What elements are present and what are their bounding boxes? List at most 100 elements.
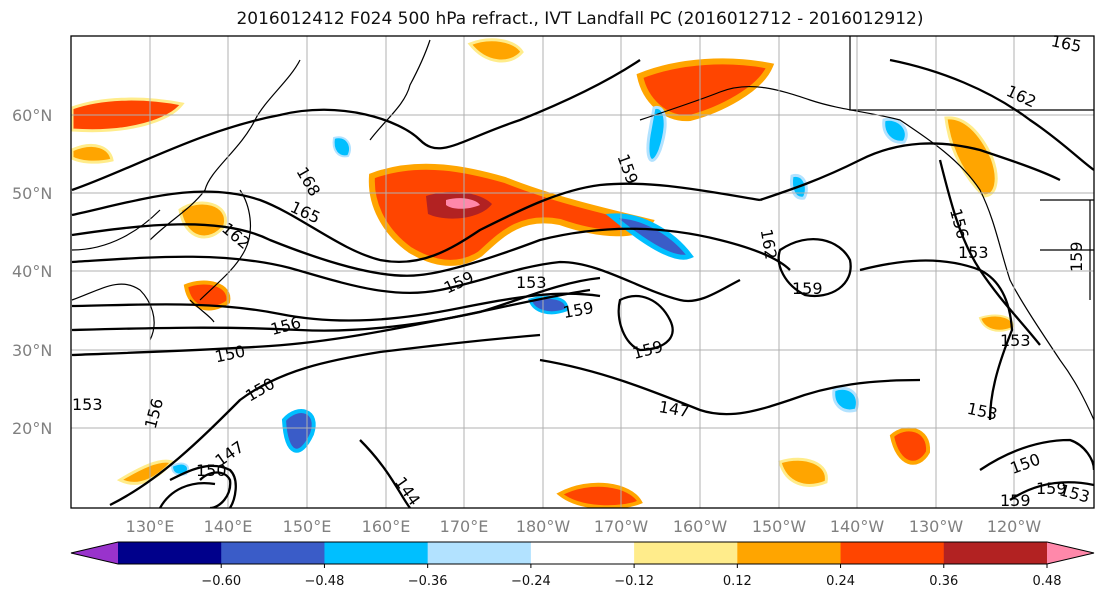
lon-label: 150°E — [283, 517, 332, 536]
lon-label: 140°E — [204, 517, 253, 536]
lon-label: 130°W — [909, 517, 964, 536]
contour-label: 153 — [965, 399, 999, 424]
coastlines — [71, 36, 1094, 421]
contour-label: 162 — [1003, 81, 1039, 111]
colorbar-tick-label: 0.24 — [826, 574, 855, 589]
colorbar-tick-label: −0.24 — [511, 574, 551, 589]
colorbar-swatch — [737, 542, 842, 564]
contour-label: 159 — [792, 279, 823, 298]
colorbar-swatch — [221, 542, 325, 564]
shade-neg-7 — [332, 136, 352, 158]
na-borders — [849, 36, 1094, 300]
colorbar-ticks: −0.60 −0.48 −0.36 −0.24 −0.12 0.12 0.24 0.36 0.4… — [201, 564, 1062, 589]
latitude-labels: 60°N 50°N 40°N 30°N 20°N — [12, 106, 52, 438]
contour-label: 159 — [1036, 479, 1067, 498]
lon-label: 130°E — [126, 517, 175, 536]
lon-label: 160°W — [673, 517, 728, 536]
colorbar-tick-label: 0.48 — [1033, 574, 1062, 589]
colorbar: −0.60 −0.48 −0.36 −0.24 −0.12 0.12 0.24 0.36 0.4… — [70, 541, 1095, 589]
shade-tropic-west — [116, 459, 175, 485]
shade-japan-1 — [178, 201, 227, 239]
contour-162b — [759, 142, 1061, 202]
shade-main-peak — [446, 198, 480, 209]
shade-south-1 — [556, 482, 643, 508]
contour-label: 159 — [562, 298, 595, 322]
lat-label: 20°N — [12, 419, 52, 438]
lat-label: 30°N — [12, 341, 52, 360]
lon-label: 150°W — [752, 517, 807, 536]
lat-label: 50°N — [12, 184, 52, 203]
contour-label: 156 — [269, 313, 303, 339]
contour-label: 147 — [657, 397, 690, 421]
map-title: 2016012412 F024 500 hPa refract., IVT La… — [236, 9, 924, 29]
shade-neg-jet — [605, 213, 694, 260]
contour-label: 156 — [141, 396, 167, 430]
contour-159a — [71, 255, 741, 303]
contour-165 — [71, 182, 761, 264]
contour-label: 150 — [196, 461, 227, 480]
contour-label: 153 — [72, 395, 103, 414]
contour-150 — [71, 288, 591, 357]
colorbar-extend-min — [71, 542, 118, 564]
shade-alaska-coast — [944, 116, 998, 198]
lon-label: 170°E — [440, 517, 489, 536]
lon-label: 140°W — [830, 517, 885, 536]
map-frame — [70, 35, 1095, 509]
shade-neg-6 — [170, 462, 190, 476]
contour-label: 153 — [516, 273, 547, 292]
lon-label: 120°W — [987, 517, 1042, 536]
shade-south-2 — [778, 457, 828, 487]
asia-coast — [71, 59, 301, 341]
contour-label: 159 — [614, 151, 642, 186]
alaska-coast — [639, 85, 1094, 421]
contour-label: 159 — [1067, 241, 1086, 272]
contour-159c — [777, 237, 852, 298]
contour-153 — [71, 276, 601, 332]
contour-153b — [859, 259, 1014, 421]
japan-coast — [189, 189, 251, 323]
kamchatka-coast — [369, 39, 431, 141]
contour-ring-2 — [158, 482, 216, 508]
colorbar-tick-label: 0.36 — [929, 574, 958, 589]
contour-159d — [1009, 481, 1094, 501]
colorbar-tick-label: −0.60 — [201, 574, 241, 589]
contour-label: 168 — [293, 164, 325, 200]
colorbar-swatch — [530, 542, 635, 564]
shade-west-pacific-2 — [71, 144, 114, 164]
shade-east-mid — [978, 314, 1014, 332]
contour-label: 144 — [391, 473, 424, 509]
colorbar-tick-label: −0.48 — [305, 574, 345, 589]
shaded-anomalies — [71, 38, 1014, 508]
contour-label: 150 — [1008, 450, 1043, 478]
contour-label: 153 — [1000, 331, 1031, 350]
colorbar-swatches — [71, 542, 1094, 564]
contour-168 — [71, 59, 641, 192]
shade-neg-2 — [281, 409, 316, 453]
shade-north-top — [467, 38, 524, 63]
longitude-labels: 130°E 140°E 150°E 160°E 170°E 180°W 170°… — [126, 517, 1042, 536]
shade-neg-aleutian — [646, 105, 667, 162]
colorbar-swatch — [943, 542, 1048, 564]
colorbar-tick-label: −0.12 — [614, 574, 654, 589]
colorbar-tick-label: −0.36 — [408, 574, 448, 589]
colorbar-tick-label: 0.12 — [723, 574, 752, 589]
contour-label: 156 — [946, 206, 972, 240]
lon-label: 170°W — [594, 517, 649, 536]
contour-159b — [617, 295, 674, 352]
contour-147b — [539, 358, 921, 416]
contour-150b — [169, 464, 237, 508]
colorbar-swatch — [634, 542, 738, 564]
lat-label: 60°N — [12, 106, 52, 125]
contour-144 — [359, 439, 411, 508]
contour-label: 165 — [1049, 31, 1083, 56]
lat-label: 40°N — [12, 262, 52, 281]
contour-label: 159 — [631, 337, 665, 363]
contour-162 — [71, 223, 791, 277]
colorbar-swatch — [840, 542, 945, 564]
contour-label: 162 — [757, 228, 781, 261]
shade-neg-4 — [882, 117, 908, 144]
colorbar-swatch — [427, 542, 532, 564]
gridlines — [71, 36, 1094, 508]
shade-neg-5 — [832, 386, 859, 413]
